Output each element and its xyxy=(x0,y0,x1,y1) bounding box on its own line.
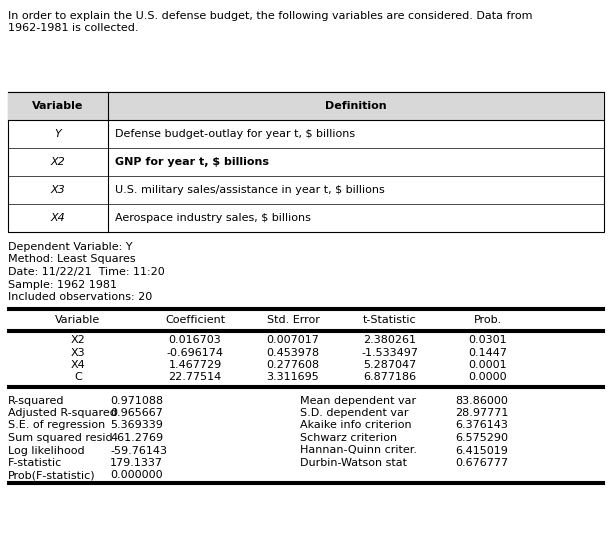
Text: 0.277608: 0.277608 xyxy=(267,360,319,370)
Text: 0.1447: 0.1447 xyxy=(468,348,508,357)
Text: 28.97771: 28.97771 xyxy=(455,408,508,418)
Text: t-Statistic: t-Statistic xyxy=(363,315,417,325)
Text: X4: X4 xyxy=(51,213,66,223)
Text: -0.696174: -0.696174 xyxy=(167,348,224,357)
Text: Coefficient: Coefficient xyxy=(165,315,225,325)
Text: 1.467729: 1.467729 xyxy=(169,360,222,370)
Text: Sum squared resid: Sum squared resid xyxy=(8,433,113,443)
Text: X2: X2 xyxy=(70,335,85,345)
Text: Definition: Definition xyxy=(325,101,387,111)
Text: Dependent Variable: Y: Dependent Variable: Y xyxy=(8,242,132,252)
Text: X4: X4 xyxy=(70,360,85,370)
Text: 6.376143: 6.376143 xyxy=(455,421,508,431)
Text: 6.415019: 6.415019 xyxy=(455,446,508,455)
Text: Y: Y xyxy=(55,129,61,139)
Text: 0.676777: 0.676777 xyxy=(455,458,508,468)
Text: Defense budget-outlay for year t, $ billions: Defense budget-outlay for year t, $ bill… xyxy=(115,129,355,139)
Text: 0.971088: 0.971088 xyxy=(110,395,163,405)
Text: 461.2769: 461.2769 xyxy=(110,433,163,443)
Text: R-squared: R-squared xyxy=(8,395,64,405)
Text: In order to explain the U.S. defense budget, the following variables are conside: In order to explain the U.S. defense bud… xyxy=(8,11,533,21)
Text: 1962-1981 is collected.: 1962-1981 is collected. xyxy=(8,23,139,33)
Text: U.S. military sales/assistance in year t, $ billions: U.S. military sales/assistance in year t… xyxy=(115,185,385,195)
Text: X2: X2 xyxy=(51,157,66,167)
Text: 0.0001: 0.0001 xyxy=(469,360,508,370)
Text: 179.1337: 179.1337 xyxy=(110,458,163,468)
Text: Variable: Variable xyxy=(32,101,84,111)
Text: S.D. dependent var: S.D. dependent var xyxy=(300,408,408,418)
Text: 0.453978: 0.453978 xyxy=(267,348,319,357)
Text: -1.533497: -1.533497 xyxy=(362,348,419,357)
Text: Prob(F-statistic): Prob(F-statistic) xyxy=(8,470,96,480)
Text: Aerospace industry sales, $ billions: Aerospace industry sales, $ billions xyxy=(115,213,311,223)
Text: 3.311695: 3.311695 xyxy=(267,372,319,382)
Text: Std. Error: Std. Error xyxy=(267,315,319,325)
Text: Date: 11/22/21  Time: 11:20: Date: 11/22/21 Time: 11:20 xyxy=(8,267,165,277)
Text: 6.877186: 6.877186 xyxy=(364,372,417,382)
Text: 22.77514: 22.77514 xyxy=(169,372,222,382)
Text: S.E. of regression: S.E. of regression xyxy=(8,421,105,431)
Text: Adjusted R-squared: Adjusted R-squared xyxy=(8,408,117,418)
Text: 0.0000: 0.0000 xyxy=(469,372,508,382)
Text: X3: X3 xyxy=(51,185,66,195)
Text: -59.76143: -59.76143 xyxy=(110,446,167,455)
Text: Included observations: 20: Included observations: 20 xyxy=(8,292,152,302)
Text: F-statistic: F-statistic xyxy=(8,458,63,468)
Text: Schwarz criterion: Schwarz criterion xyxy=(300,433,397,443)
Text: 0.0301: 0.0301 xyxy=(469,335,508,345)
Text: X3: X3 xyxy=(70,348,85,357)
Text: 0.000000: 0.000000 xyxy=(110,470,162,480)
Text: Sample: 1962 1981: Sample: 1962 1981 xyxy=(8,279,117,290)
Text: 6.575290: 6.575290 xyxy=(455,433,508,443)
Text: Prob.: Prob. xyxy=(474,315,502,325)
Bar xyxy=(8,92,604,232)
Text: 5.369339: 5.369339 xyxy=(110,421,163,431)
Text: 2.380261: 2.380261 xyxy=(364,335,416,345)
Text: 5.287047: 5.287047 xyxy=(364,360,417,370)
Text: Durbin-Watson stat: Durbin-Watson stat xyxy=(300,458,407,468)
Text: C: C xyxy=(74,372,82,382)
Text: GNP for year t, $ billions: GNP for year t, $ billions xyxy=(115,157,269,167)
Text: Mean dependent var: Mean dependent var xyxy=(300,395,416,405)
Text: Hannan-Quinn criter.: Hannan-Quinn criter. xyxy=(300,446,417,455)
Text: Akaike info criterion: Akaike info criterion xyxy=(300,421,411,431)
Text: Method: Least Squares: Method: Least Squares xyxy=(8,254,135,264)
Bar xyxy=(8,92,604,120)
Text: 0.016703: 0.016703 xyxy=(169,335,221,345)
Text: Log likelihood: Log likelihood xyxy=(8,446,85,455)
Text: 0.965667: 0.965667 xyxy=(110,408,163,418)
Text: 83.86000: 83.86000 xyxy=(455,395,508,405)
Text: Variable: Variable xyxy=(55,315,101,325)
Text: 0.007017: 0.007017 xyxy=(267,335,319,345)
